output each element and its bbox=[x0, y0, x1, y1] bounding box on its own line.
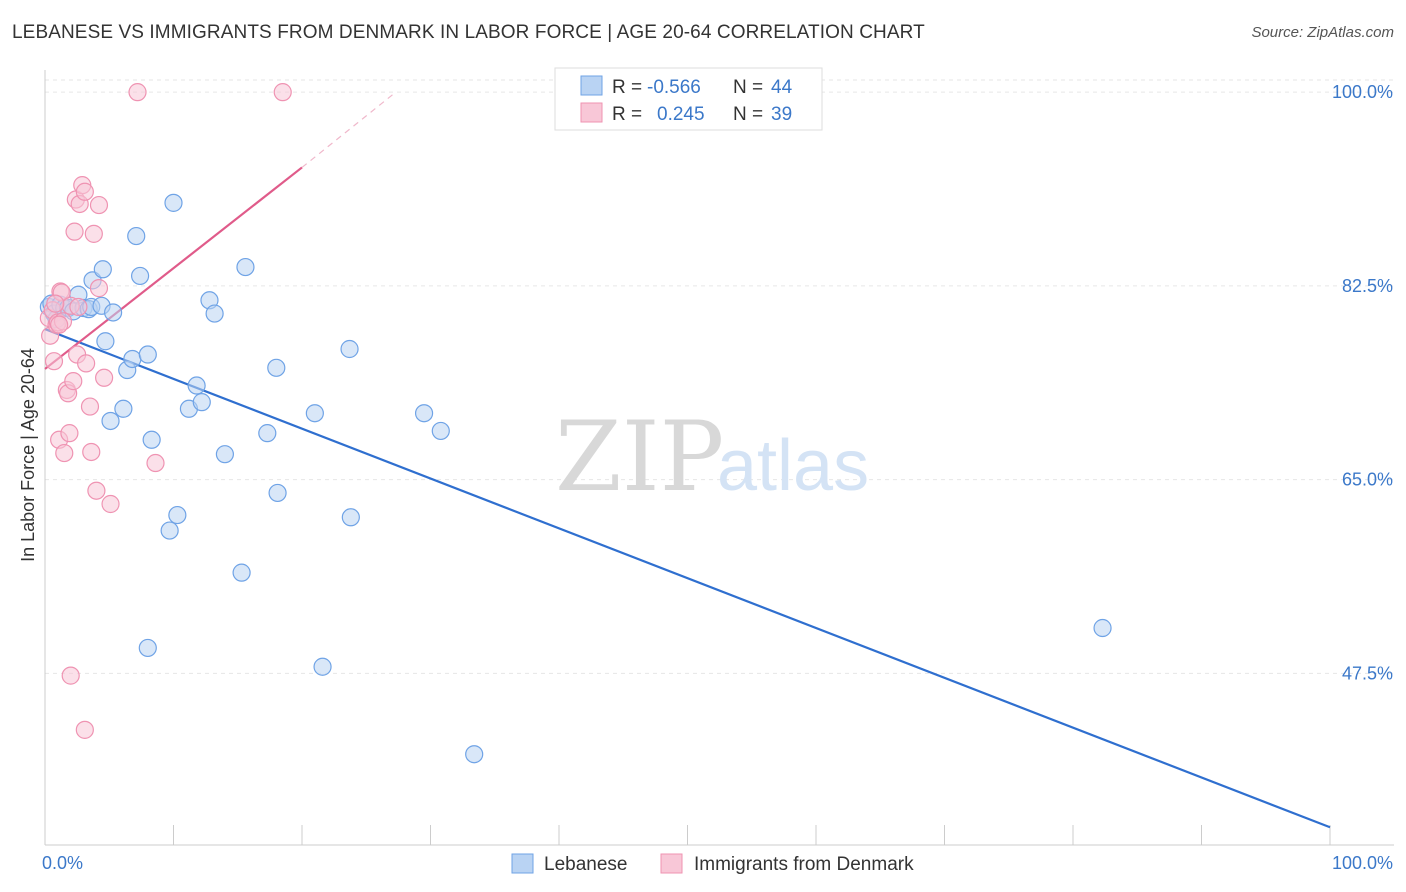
point-lebanese-34 bbox=[215, 445, 234, 464]
y-tick-labels: 100.0% 82.5% 65.0% 47.5% bbox=[1332, 82, 1393, 683]
point-denmark-27 bbox=[84, 224, 103, 243]
point-denmark-16 bbox=[64, 372, 83, 391]
x-tick-label-0: 0.0% bbox=[42, 853, 83, 873]
legend-swatch-lebanese bbox=[580, 75, 603, 96]
point-denmark-26 bbox=[82, 442, 101, 462]
point-lebanese-22 bbox=[130, 266, 150, 286]
grid-lines bbox=[45, 79, 1394, 674]
point-lebanese-47 bbox=[1093, 618, 1112, 638]
legend-swatch-denmark bbox=[580, 102, 603, 123]
point-denmark-34 bbox=[128, 83, 147, 102]
bottom-legend-label-denmark: Immigrants from Denmark bbox=[694, 854, 914, 875]
point-lebanese-35 bbox=[232, 563, 251, 582]
point-lebanese-15 bbox=[96, 332, 115, 351]
legend-r-value-1: -0.566 bbox=[647, 77, 701, 98]
point-lebanese-21 bbox=[127, 226, 146, 246]
axes bbox=[44, 70, 1394, 846]
point-lebanese-45 bbox=[431, 421, 450, 441]
point-lebanese-16 bbox=[104, 303, 123, 322]
scatter-points bbox=[39, 83, 1112, 764]
point-lebanese-17 bbox=[101, 411, 120, 431]
point-denmark-15 bbox=[61, 666, 80, 685]
point-denmark-33 bbox=[75, 720, 94, 739]
bottom-legend-label-lebanese: Lebanese bbox=[544, 854, 627, 875]
watermark-atlas: atlas bbox=[717, 426, 869, 506]
point-lebanese-25 bbox=[138, 638, 157, 658]
point-lebanese-41 bbox=[313, 657, 332, 676]
point-lebanese-38 bbox=[267, 358, 286, 377]
legend-n-value-1: 44 bbox=[771, 77, 793, 98]
point-denmark-24 bbox=[77, 354, 96, 373]
point-lebanese-24 bbox=[142, 430, 161, 449]
legend-n-value-2: 39 bbox=[771, 104, 792, 125]
point-denmark-17 bbox=[65, 222, 84, 241]
y-axis-label: In Labor Force | Age 20-64 bbox=[18, 348, 38, 562]
point-lebanese-30 bbox=[187, 376, 206, 395]
point-denmark-20 bbox=[69, 297, 88, 317]
point-lebanese-40 bbox=[305, 404, 324, 423]
point-lebanese-27 bbox=[164, 193, 183, 212]
point-lebanese-37 bbox=[258, 424, 277, 443]
trend-line-1 bbox=[44, 166, 303, 370]
bottom-legend: Lebanese Immigrants from Denmark bbox=[511, 853, 914, 875]
source-credit: Source: ZipAtlas.com bbox=[1251, 24, 1394, 41]
point-denmark-3 bbox=[44, 352, 64, 371]
point-denmark-36 bbox=[273, 83, 292, 102]
point-denmark-30 bbox=[89, 279, 109, 298]
point-denmark-32 bbox=[101, 494, 120, 514]
point-denmark-28 bbox=[87, 481, 106, 500]
x-tick-label-1: 100.0% bbox=[1332, 853, 1393, 873]
point-denmark-23 bbox=[75, 182, 94, 201]
point-lebanese-44 bbox=[414, 404, 434, 423]
point-lebanese-23 bbox=[138, 345, 157, 364]
point-denmark-37 bbox=[50, 315, 69, 334]
point-denmark-31 bbox=[95, 368, 114, 387]
trend-line-extension-1 bbox=[301, 91, 397, 168]
bottom-legend-swatch-lebanese bbox=[511, 853, 534, 874]
point-denmark-38 bbox=[46, 294, 65, 313]
point-lebanese-26 bbox=[160, 521, 179, 540]
point-denmark-35 bbox=[146, 453, 165, 473]
point-lebanese-39 bbox=[268, 483, 287, 503]
x-tick-labels: 0.0% 100.0% bbox=[42, 853, 1393, 873]
point-denmark-13 bbox=[60, 424, 79, 443]
point-lebanese-42 bbox=[340, 339, 359, 359]
point-lebanese-43 bbox=[341, 508, 360, 527]
bottom-legend-swatch-denmark bbox=[660, 853, 683, 874]
legend-n-label-1: N = bbox=[733, 77, 763, 98]
point-lebanese-20 bbox=[123, 349, 142, 369]
legend: R = -0.566 N = 44 R = 0.245 N = 39 bbox=[554, 67, 823, 131]
point-denmark-25 bbox=[80, 397, 100, 416]
point-denmark-29 bbox=[89, 195, 109, 215]
point-lebanese-46 bbox=[465, 745, 484, 764]
point-lebanese-33 bbox=[205, 304, 224, 323]
legend-r-label-1: R = bbox=[612, 77, 642, 98]
y-tick-label-0: 100.0% bbox=[1332, 82, 1393, 102]
legend-r-value-2: 0.245 bbox=[657, 104, 705, 125]
y-tick-label-2: 65.0% bbox=[1342, 470, 1393, 490]
y-tick-label-3: 47.5% bbox=[1342, 663, 1393, 683]
trend-lines bbox=[44, 91, 1331, 829]
watermark-zip: ZIP bbox=[555, 401, 724, 513]
point-lebanese-28 bbox=[168, 505, 187, 525]
y-tick-label-1: 82.5% bbox=[1342, 276, 1393, 296]
point-lebanese-18 bbox=[114, 399, 133, 418]
point-lebanese-14 bbox=[93, 260, 112, 279]
point-denmark-10 bbox=[55, 443, 74, 463]
point-lebanese-31 bbox=[192, 393, 211, 412]
chart-title: LEBANESE VS IMMIGRANTS FROM DENMARK IN L… bbox=[12, 22, 925, 43]
point-lebanese-36 bbox=[236, 257, 255, 277]
legend-n-label-2: N = bbox=[733, 104, 763, 125]
legend-r-label-2: R = bbox=[612, 104, 642, 125]
trend-line-0 bbox=[44, 328, 1331, 829]
